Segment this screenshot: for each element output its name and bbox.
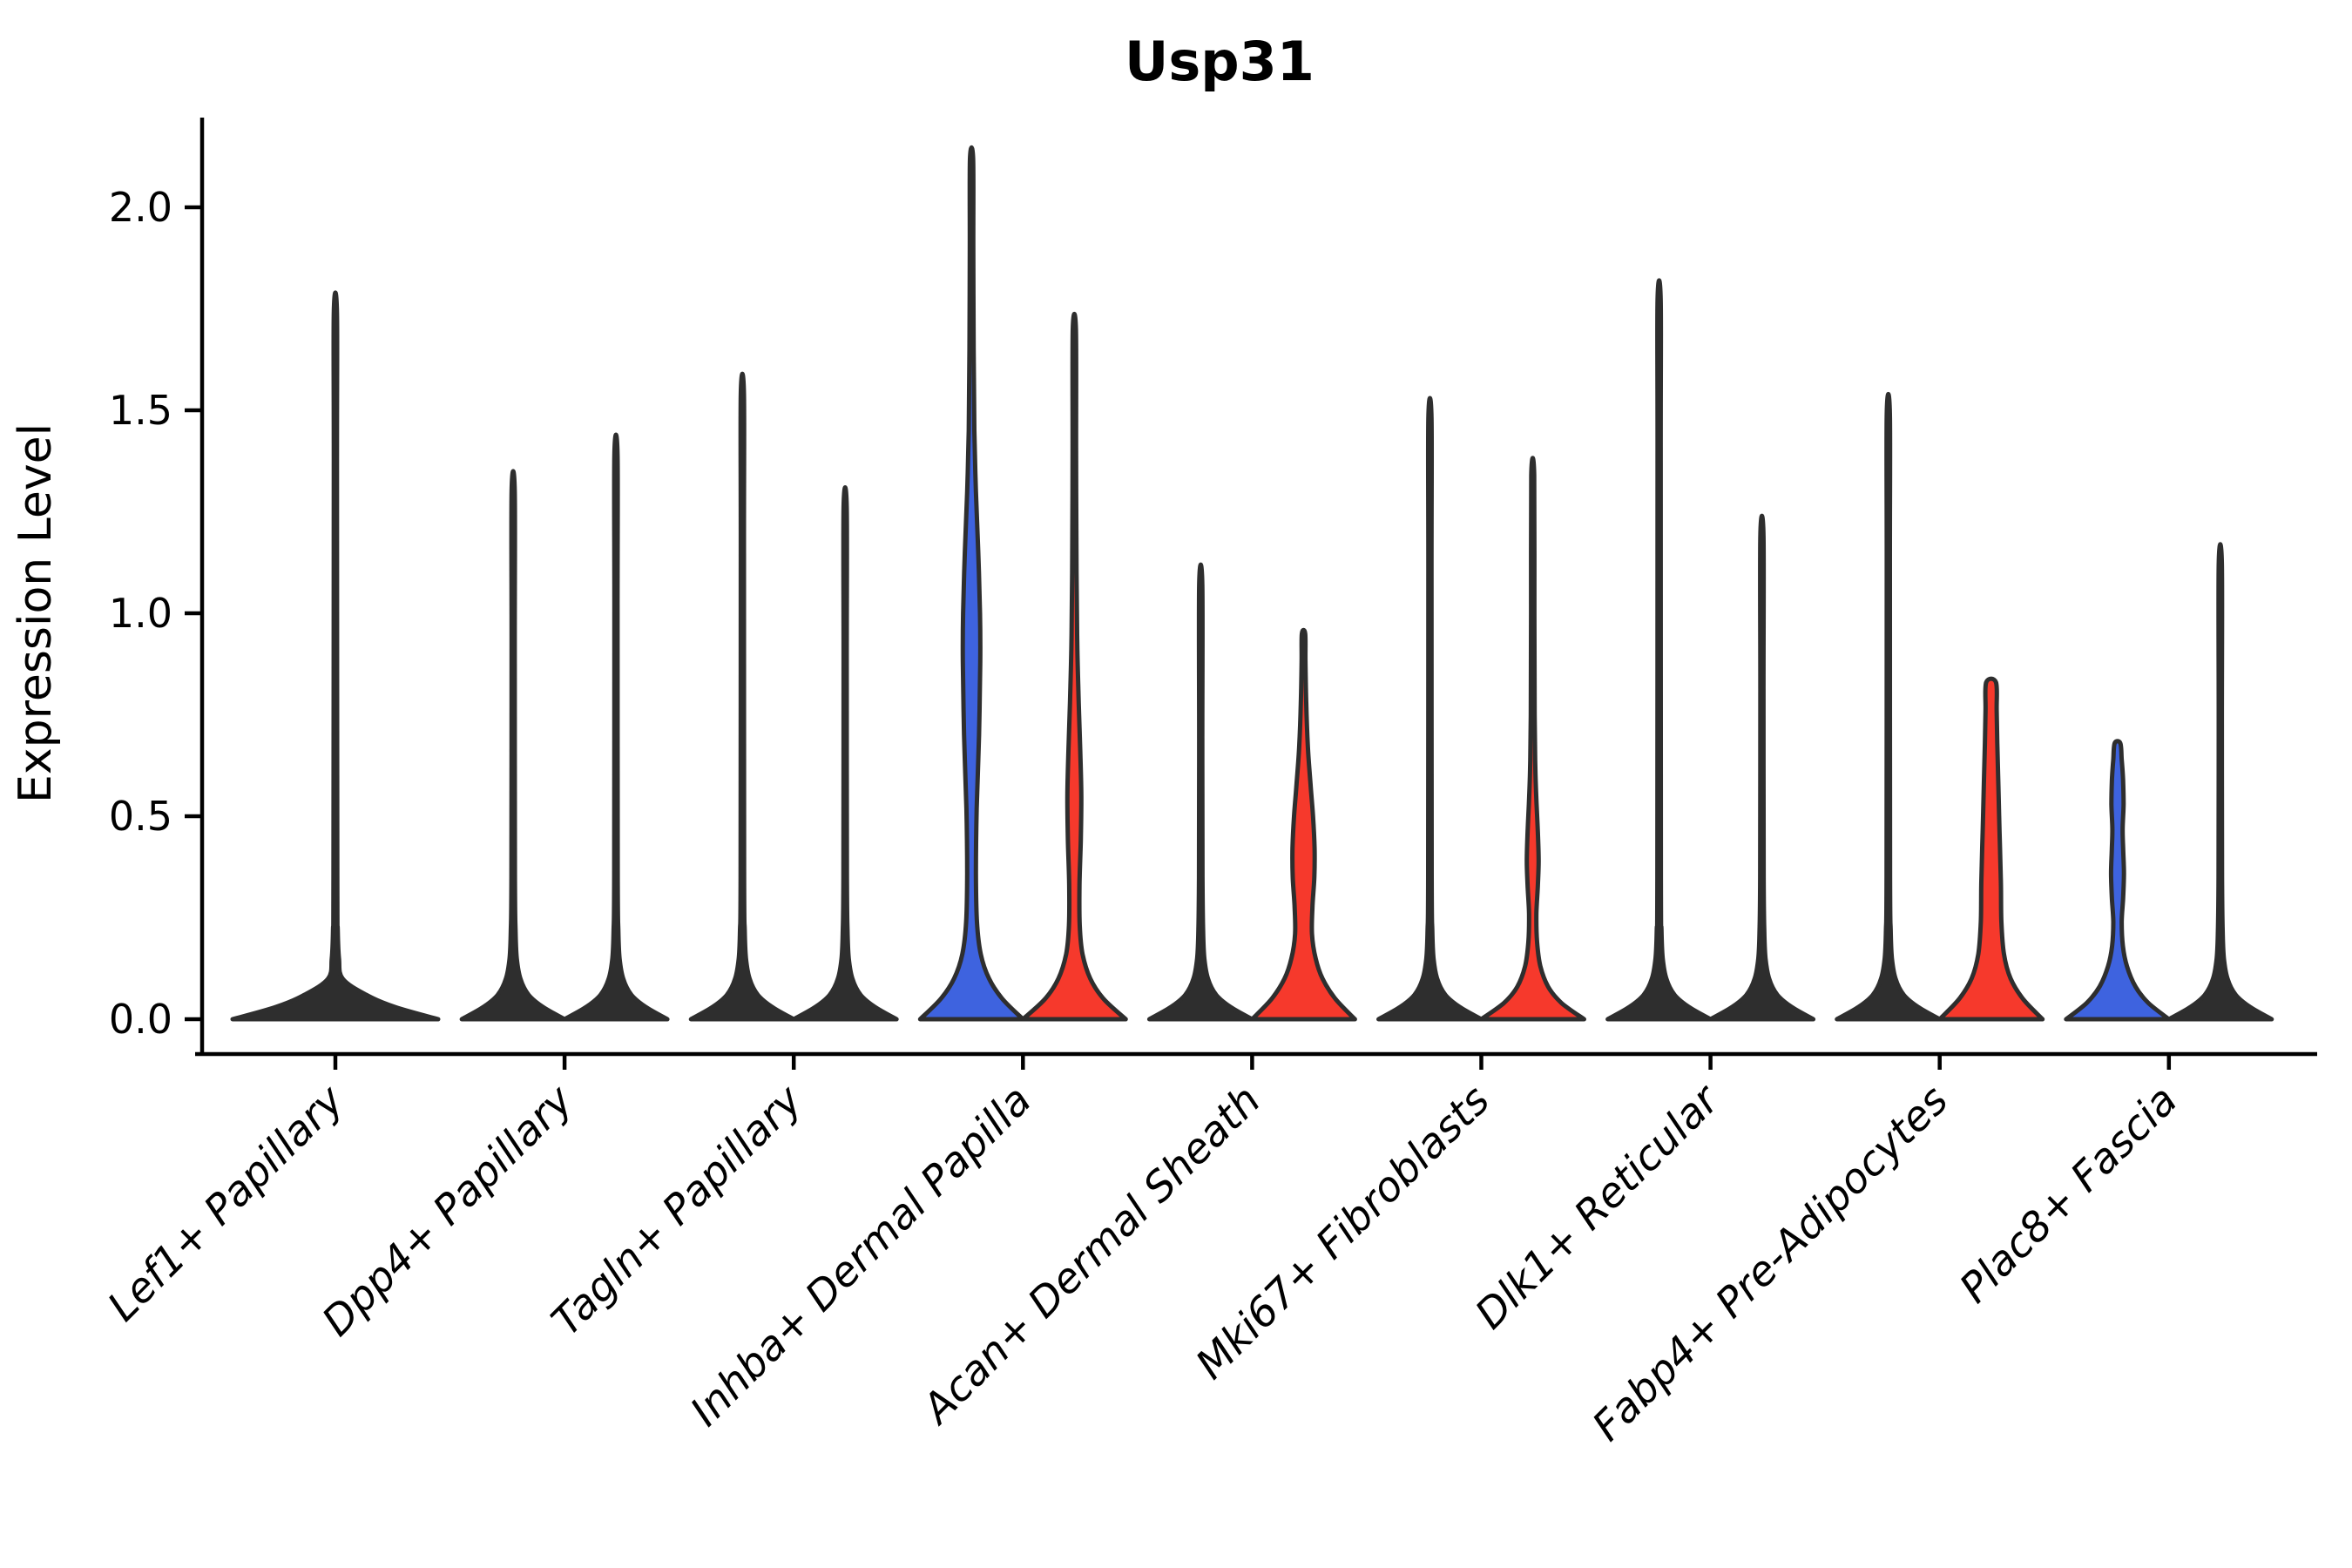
violin-mki67-fibroblasts-right [1479, 456, 1586, 1022]
violin-acan-dermal-sheath-right [1249, 627, 1357, 1022]
y-tick-label: 1.5 [109, 387, 172, 434]
violin-mki67-fibroblasts-left [1376, 395, 1484, 1022]
violin-fabp4-pre-adipocytes-left [1835, 392, 1943, 1022]
violin-dlk1-reticular-left [1605, 278, 1713, 1022]
violin-fabp4-pre-adipocytes-right [1937, 676, 2045, 1022]
x-tick-label: Dlk1+ Reticular [1466, 1075, 1730, 1339]
y-axis-ticks: 0.0 0.5 1.0 1.5 2.0 [109, 184, 202, 1043]
y-tick-label: 2.0 [109, 184, 172, 231]
violin-plac8-fascia-left [2064, 739, 2172, 1022]
chart-title: Usp31 [1125, 30, 1315, 93]
axis-spines [195, 118, 2317, 1057]
violin-dpp4-papillary-right [562, 432, 670, 1022]
violin-inhba-dermal-papilla-left [917, 145, 1025, 1022]
violin-acan-dermal-sheath-left [1146, 562, 1254, 1022]
violin-lef1-papillary-center [230, 290, 441, 1022]
violin-plac8-fascia-right [2166, 542, 2274, 1022]
violin-shapes [230, 145, 2274, 1022]
violin-tagln-papillary-left [688, 371, 796, 1022]
y-tick-label: 1.0 [109, 590, 172, 637]
y-tick-label: 0.5 [109, 793, 172, 840]
violin-dlk1-reticular-right [1708, 513, 1816, 1022]
violin-dpp4-papillary-left [459, 469, 567, 1022]
y-axis-label: Expression Level [10, 423, 62, 803]
x-tick-label: Plac8+ Fascia [1950, 1077, 2186, 1313]
violin-inhba-dermal-papilla-right [1020, 311, 1128, 1022]
y-tick-label: 0.0 [109, 996, 172, 1043]
x-tick-label: Dpp4+ Papillary [313, 1076, 583, 1346]
x-tick-label: Lef1+ Papillary [98, 1076, 354, 1331]
x-tick-label: Tagln+ Papillary [543, 1076, 813, 1346]
violin-tagln-papillary-right [791, 485, 899, 1022]
